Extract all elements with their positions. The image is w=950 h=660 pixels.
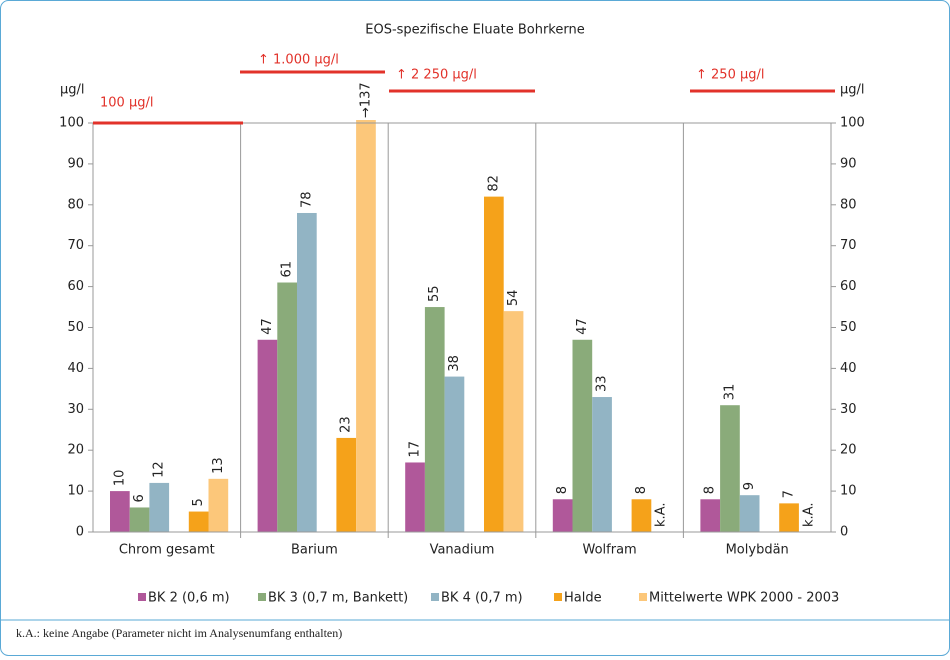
y-tick-label: 80 xyxy=(67,197,84,212)
limit-label: ↑ 250 µg/l xyxy=(696,68,765,83)
value-label: 13 xyxy=(211,457,226,474)
legend-swatch xyxy=(431,593,439,601)
bar xyxy=(356,120,376,533)
bar xyxy=(129,507,150,532)
bar xyxy=(424,307,445,532)
x-tick-label: Chrom gesamt xyxy=(119,543,215,558)
bar xyxy=(149,482,170,532)
bar xyxy=(572,339,593,532)
y-tick-label: 0 xyxy=(76,525,84,540)
y2-tick-label: 80 xyxy=(840,197,857,212)
bar xyxy=(208,478,229,532)
y-tick-label: 30 xyxy=(67,402,84,417)
value-label: 31 xyxy=(722,384,737,401)
legend-label: BK 4 (0,7 m) xyxy=(441,591,523,606)
value-label: 47 xyxy=(575,318,590,335)
value-label: 5 xyxy=(191,498,206,506)
x-tick-label: Wolfram xyxy=(582,543,636,558)
y2-tick-label: 100 xyxy=(840,116,865,131)
y2-tick-label: 10 xyxy=(840,484,857,499)
bar xyxy=(484,196,504,532)
y-tick-label: 40 xyxy=(67,361,84,376)
value-label: 8 xyxy=(703,486,718,494)
x-tick-label: Molybdän xyxy=(726,543,789,558)
legend-label: BK 2 (0,6 m) xyxy=(148,591,230,606)
value-label: 8 xyxy=(555,486,570,494)
bar xyxy=(592,397,612,532)
value-label: 10 xyxy=(112,470,127,487)
value-label: 55 xyxy=(427,286,442,303)
y-tick-label: 60 xyxy=(67,279,84,294)
legend-label: BK 3 (0,7 m, Bankett) xyxy=(268,591,408,606)
y-tick-label: 100 xyxy=(59,116,84,131)
bar xyxy=(631,499,652,532)
y2-axis-label: µg/l xyxy=(840,83,865,98)
bar xyxy=(444,376,465,532)
footnote: k.A.: keine Angabe (Parameter nicht im A… xyxy=(16,626,342,640)
limit-label: ↑ 2 250 µg/l xyxy=(396,68,477,83)
legend-swatch xyxy=(639,593,647,601)
value-label: 9 xyxy=(742,482,757,490)
bar xyxy=(779,503,799,532)
bar xyxy=(277,282,297,532)
y2-tick-label: 20 xyxy=(840,443,857,458)
limit-label: 100 µg/l xyxy=(100,96,153,111)
value-label: 78 xyxy=(299,191,314,208)
bar xyxy=(739,495,760,532)
value-label: 61 xyxy=(280,261,295,278)
bar xyxy=(552,499,573,532)
y2-tick-label: 60 xyxy=(840,279,857,294)
bar xyxy=(720,405,740,532)
bar xyxy=(503,311,524,532)
bar xyxy=(336,437,357,532)
legend-label: Halde xyxy=(564,591,602,606)
y-tick-label: 70 xyxy=(67,238,84,253)
value-label: 38 xyxy=(447,355,462,372)
value-label: k.A. xyxy=(801,503,816,527)
chart-title: EOS-spezifische Eluate Bohrkerne xyxy=(365,23,584,38)
bar xyxy=(110,491,130,532)
y-tick-label: 50 xyxy=(67,320,84,335)
legend-swatch xyxy=(554,593,562,601)
y-axis-label: µg/l xyxy=(60,83,85,98)
y2-tick-label: 40 xyxy=(840,361,857,376)
limit-label: ↑ 1.000 µg/l xyxy=(258,53,339,68)
value-label: 12 xyxy=(152,461,167,478)
x-tick-label: Barium xyxy=(291,543,338,558)
y2-tick-label: 30 xyxy=(840,402,857,417)
bar xyxy=(405,462,425,532)
y2-tick-label: 90 xyxy=(840,156,857,171)
value-label: 33 xyxy=(595,375,610,392)
value-label: 82 xyxy=(486,175,501,192)
y2-tick-label: 0 xyxy=(840,525,848,540)
y-tick-label: 10 xyxy=(67,484,84,499)
value-label: 7 xyxy=(782,490,797,498)
bar xyxy=(700,499,721,532)
y2-tick-label: 50 xyxy=(840,320,857,335)
y-tick-label: 90 xyxy=(67,156,84,171)
plot-area xyxy=(110,120,799,533)
value-label: 17 xyxy=(408,441,423,458)
x-tick-label: Vanadium xyxy=(430,543,495,558)
legend-label: Mittelwerte WPK 2000 - 2003 xyxy=(649,591,839,606)
value-label: 54 xyxy=(506,290,521,307)
legend-swatch xyxy=(138,593,146,601)
y-tick-label: 20 xyxy=(67,443,84,458)
value-label: 8 xyxy=(634,486,649,494)
value-label: k.A. xyxy=(654,503,669,527)
value-label: 23 xyxy=(339,416,354,433)
y2-tick-label: 70 xyxy=(840,238,857,253)
value-label: 6 xyxy=(132,494,147,502)
value-label: 47 xyxy=(260,318,275,335)
bar xyxy=(297,212,317,533)
legend-swatch xyxy=(258,593,266,601)
bar xyxy=(257,339,278,532)
bar xyxy=(188,511,209,532)
value-label: →137 xyxy=(358,82,373,118)
